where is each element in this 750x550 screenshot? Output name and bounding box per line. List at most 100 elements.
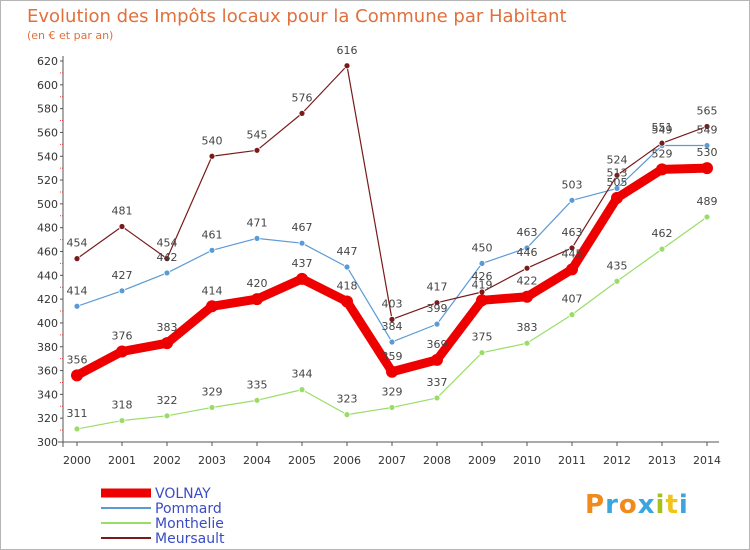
- data-point: [701, 162, 713, 175]
- data-label: 383: [517, 321, 538, 334]
- data-point: [163, 269, 171, 277]
- data-label: 329: [202, 385, 223, 398]
- data-point: [658, 245, 666, 253]
- data-point: [476, 294, 488, 307]
- data-point: [703, 142, 711, 149]
- data-point: [656, 163, 668, 176]
- data-point: [163, 255, 171, 263]
- data-label: 435: [607, 259, 628, 272]
- data-label: 414: [67, 284, 88, 297]
- proxiti-logo: Proxiti: [585, 490, 689, 520]
- data-label: 375: [472, 331, 493, 344]
- data-label: 616: [337, 44, 358, 57]
- x-tick-label: 2003: [198, 454, 226, 467]
- data-point: [251, 293, 263, 306]
- data-point: [298, 386, 306, 394]
- data-label: 369: [427, 338, 448, 351]
- data-label: 318: [112, 399, 133, 412]
- data-point: [118, 223, 126, 230]
- logo-letter: o: [618, 490, 638, 520]
- legend-label: Pommard: [155, 501, 222, 517]
- data-point: [253, 235, 261, 242]
- data-label: 450: [472, 241, 493, 254]
- logo-letter: P: [585, 490, 606, 520]
- data-label: 446: [517, 246, 538, 259]
- data-label: 454: [157, 237, 178, 250]
- data-point: [386, 365, 398, 378]
- data-label: 576: [292, 91, 313, 104]
- data-point: [253, 146, 261, 154]
- data-point: [523, 264, 531, 272]
- data-label: 513: [607, 166, 628, 179]
- data-point: [296, 272, 308, 285]
- data-label: 337: [427, 376, 448, 389]
- y-tick-label: 600: [37, 79, 58, 92]
- data-point: [703, 123, 711, 130]
- data-point: [118, 417, 126, 424]
- data-label: 437: [292, 257, 313, 270]
- data-label: 407: [562, 293, 583, 306]
- legend-label: Monthelie: [155, 516, 224, 532]
- data-point: [478, 260, 486, 267]
- data-point: [433, 394, 441, 402]
- data-label: 335: [247, 378, 268, 391]
- data-label: 442: [157, 251, 178, 264]
- x-tick-label: 2014: [693, 454, 721, 467]
- y-tick-label: 460: [37, 246, 58, 259]
- logo-letter: i: [678, 490, 689, 520]
- x-tick-label: 2007: [378, 454, 406, 467]
- data-point: [568, 311, 576, 319]
- data-label: 322: [157, 394, 178, 407]
- data-label: 454: [67, 237, 88, 250]
- data-point: [433, 299, 441, 307]
- y-tick-label: 620: [37, 55, 58, 68]
- y-tick-label: 320: [37, 412, 58, 425]
- data-point: [568, 196, 576, 204]
- logo-letter: t: [665, 490, 679, 520]
- data-point: [388, 338, 396, 346]
- data-label: 540: [202, 134, 223, 147]
- y-tick-label: 580: [37, 103, 58, 116]
- data-point: [71, 369, 83, 382]
- data-point: [341, 295, 353, 308]
- y-tick-label: 500: [37, 198, 58, 211]
- data-label: 505: [607, 176, 628, 189]
- data-point: [73, 302, 81, 310]
- data-point: [343, 411, 351, 419]
- data-point: [523, 244, 531, 252]
- x-tick-label: 2012: [603, 454, 631, 467]
- x-tick-label: 2006: [333, 454, 361, 467]
- data-point: [521, 290, 533, 303]
- data-point: [298, 239, 306, 247]
- x-tick-label: 2009: [468, 454, 496, 467]
- data-point: [613, 277, 621, 285]
- data-label: 462: [652, 227, 673, 240]
- chart-title: Evolution des Impôts locaux pour la Comm…: [27, 6, 567, 27]
- data-label: 489: [697, 195, 718, 208]
- logo-letter: i: [655, 490, 666, 520]
- data-label: 356: [67, 353, 88, 366]
- data-point: [388, 404, 396, 411]
- data-label: 323: [337, 393, 358, 406]
- x-tick-label: 2008: [423, 454, 451, 467]
- data-label: 384: [382, 320, 403, 333]
- chart-subtitle: (en € et par an): [27, 29, 114, 42]
- data-point: [523, 339, 531, 347]
- y-tick-label: 360: [37, 365, 58, 378]
- data-label: 344: [292, 368, 313, 381]
- x-tick-label: 2004: [243, 454, 271, 467]
- data-point: [658, 139, 666, 147]
- data-point: [208, 152, 216, 160]
- data-label: 551: [652, 121, 673, 134]
- logo-letter: x: [637, 490, 656, 520]
- data-label: 414: [202, 284, 223, 297]
- data-label: 447: [337, 245, 358, 258]
- data-point: [206, 300, 218, 313]
- y-tick-label: 340: [37, 388, 58, 401]
- data-label: 545: [247, 128, 268, 141]
- data-label: 420: [247, 277, 268, 290]
- data-label: 461: [202, 228, 223, 241]
- data-label: 549: [697, 124, 718, 137]
